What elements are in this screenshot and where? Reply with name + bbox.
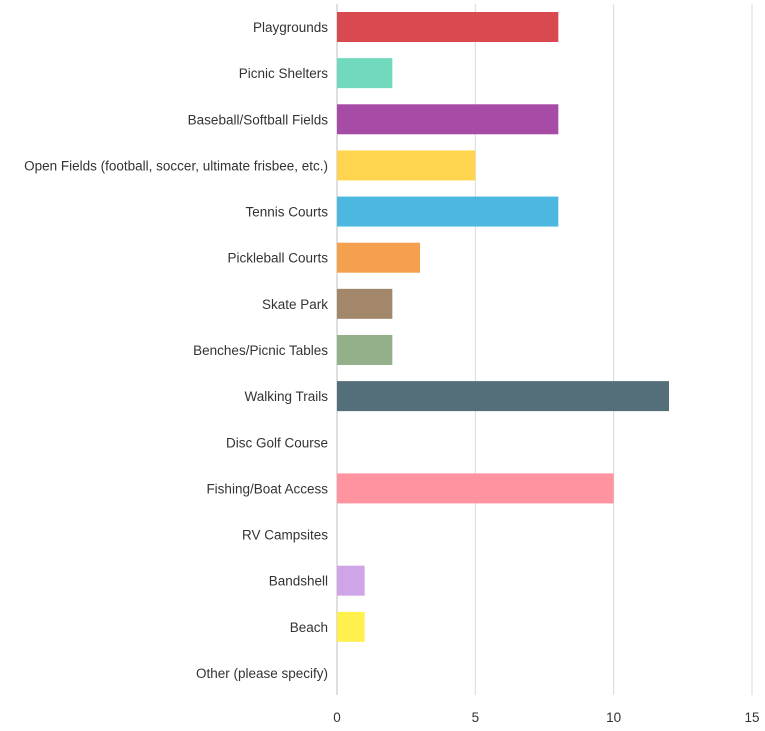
- x-axis-ticks: 0 5 10 15: [333, 710, 759, 725]
- category-label-picnic-shelters: Picnic Shelters: [239, 66, 329, 81]
- bar-layer: [337, 12, 669, 642]
- category-label-disc-golf-course: Disc Golf Course: [226, 435, 328, 450]
- bar-benches-picnic-tables[interactable]: [337, 334, 393, 365]
- category-label-skate-park: Skate Park: [262, 297, 328, 312]
- x-tick-label-10: 10: [606, 710, 621, 725]
- bar-fishing-boat-access[interactable]: [337, 473, 614, 504]
- category-label-bandshell: Bandshell: [269, 574, 328, 589]
- bar-bandshell[interactable]: [337, 565, 365, 596]
- category-label-rv-campsites: RV Campsites: [242, 528, 328, 543]
- category-label-walking-trails: Walking Trails: [244, 389, 328, 404]
- category-label-beach: Beach: [290, 620, 328, 635]
- bar-pickleball-courts[interactable]: [337, 242, 420, 273]
- category-labels: Playgrounds Picnic Shelters Baseball/Softb…: [24, 20, 328, 681]
- category-label-fishing-boat-access: Fishing/Boat Access: [206, 481, 328, 496]
- bar-picnic-shelters[interactable]: [337, 58, 393, 89]
- category-label-playgrounds: Playgrounds: [253, 20, 328, 35]
- category-label-baseball-softball-fields: Baseball/Softball Fields: [188, 112, 329, 127]
- x-tick-label-5: 5: [472, 710, 480, 725]
- bar-open-fields-football-soccer-ultimate-frisbee-etc[interactable]: [337, 150, 476, 181]
- bar-walking-trails[interactable]: [337, 381, 669, 412]
- x-tick-label-15: 15: [744, 710, 759, 725]
- bar-skate-park[interactable]: [337, 288, 393, 319]
- category-label-benches-picnic-tables: Benches/Picnic Tables: [193, 343, 328, 358]
- category-label-other-please-specify: Other (please specify): [196, 666, 328, 681]
- bar-tennis-courts[interactable]: [337, 196, 559, 227]
- bar-playgrounds[interactable]: [337, 12, 559, 42]
- bar-baseball-softball-fields[interactable]: [337, 104, 559, 135]
- bar-beach[interactable]: [337, 611, 365, 642]
- x-tick-label-0: 0: [333, 710, 341, 725]
- category-label-open-fields-football-soccer-ultimate-frisbee-etc: Open Fields (football, soccer, ultimate …: [24, 158, 328, 173]
- category-label-tennis-courts: Tennis Courts: [245, 205, 328, 220]
- category-label-pickleball-courts: Pickleball Courts: [227, 251, 328, 266]
